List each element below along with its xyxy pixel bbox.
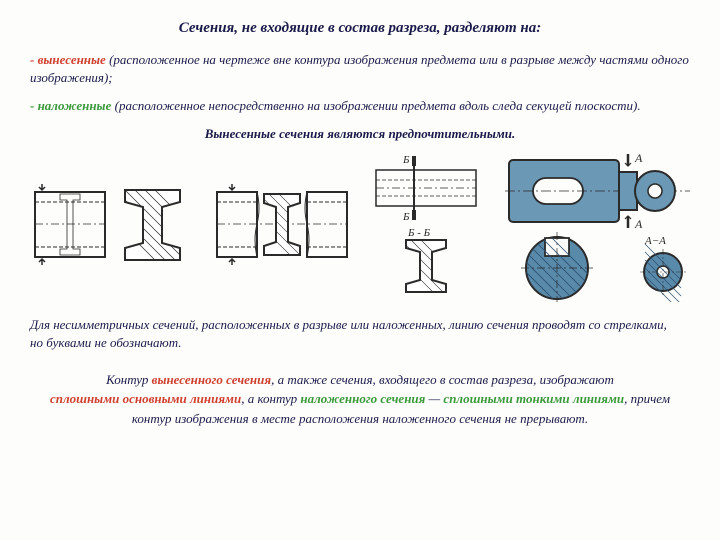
hl-vynesennogo: вынесенного сечения — [152, 372, 271, 387]
label-a-top: А — [634, 152, 643, 165]
label-bb: Б - Б — [407, 227, 431, 239]
figure-1 — [30, 172, 195, 282]
page-title: Сечения, не входящие в состав разреза, р… — [30, 20, 690, 37]
bullet-1: - вынесенные (расположенное на чертеже в… — [30, 51, 690, 87]
hl-osnovnymi: сплошными основными линиями — [50, 391, 241, 406]
hl-nalozhennogo: наложенного сечения — [300, 391, 425, 406]
subtitle: Вынесенные сечения являются предпочтител… — [30, 126, 690, 142]
bullet-2-text: (расположенное непосредственно на изобра… — [115, 98, 641, 113]
label-a-bot: А — [634, 217, 643, 231]
bullet-2: - наложенные (расположенное непосредстве… — [30, 97, 690, 115]
figure-3: Б Б Б - Б — [368, 154, 488, 299]
figure-4: А А А−А — [505, 152, 690, 302]
bottom-paragraph: Контур вынесенного сечения, а также сече… — [30, 370, 690, 429]
figure-row: Б Б Б - Б А А — [30, 152, 690, 302]
bullet-1-text: (расположенное на чертеже вне контура из… — [30, 52, 689, 85]
note-asymmetric: Для несимметричных сечений, расположенны… — [30, 316, 670, 352]
figure-2 — [212, 172, 352, 282]
label-aa: А−А — [644, 235, 666, 247]
term-vynesennye: - вынесенные — [30, 52, 106, 67]
label-b-top: Б — [402, 154, 410, 166]
label-b-bot: Б — [402, 211, 410, 223]
hl-tonkimi: сплошными тонкими линиями — [443, 391, 624, 406]
term-nalozhennye: - наложенные — [30, 98, 111, 113]
